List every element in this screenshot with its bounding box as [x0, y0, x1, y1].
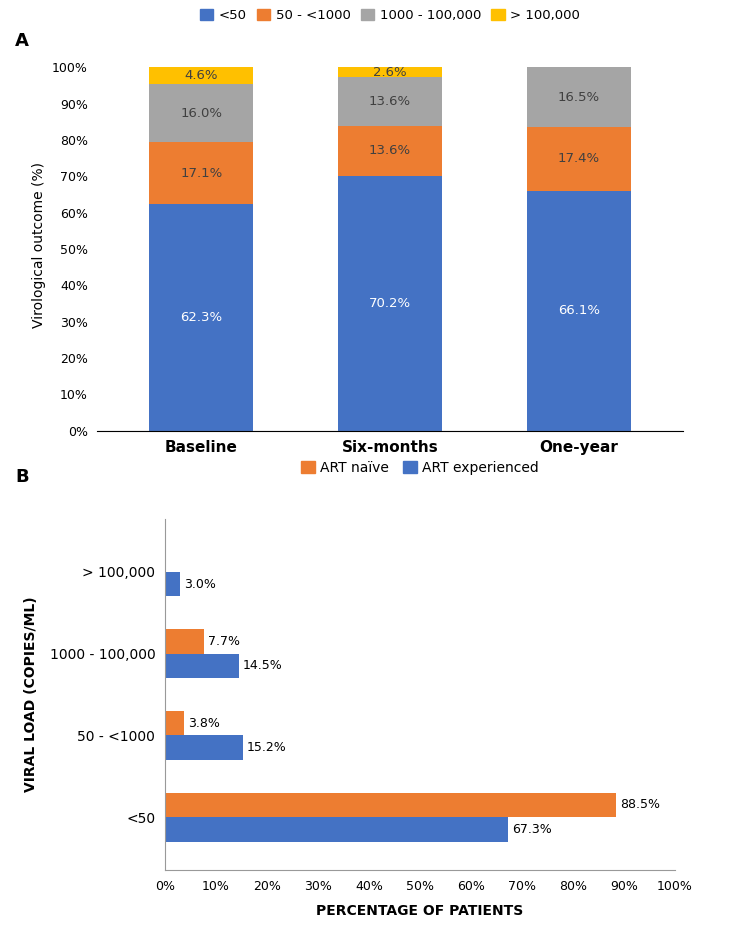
Text: B: B: [15, 468, 28, 485]
Bar: [149, 68, 254, 84]
Bar: [526, 128, 631, 191]
Text: 3.8%: 3.8%: [188, 717, 220, 730]
Text: 4.6%: 4.6%: [184, 69, 218, 82]
Text: 62.3%: 62.3%: [180, 311, 222, 324]
Legend: <50, 50 - <1000, 1000 - 100,000, > 100,000: <50, 50 - <1000, 1000 - 100,000, > 100,0…: [195, 4, 585, 28]
X-axis label: PERCENTAGE OF PATIENTS: PERCENTAGE OF PATIENTS: [316, 905, 524, 919]
Text: 16.0%: 16.0%: [180, 106, 222, 119]
Bar: [338, 176, 442, 431]
Bar: [165, 711, 184, 735]
Y-axis label: Virological outcome (%): Virological outcome (%): [32, 162, 46, 329]
Bar: [165, 818, 509, 842]
Text: 67.3%: 67.3%: [512, 823, 552, 836]
Text: 17.1%: 17.1%: [180, 167, 223, 180]
Text: 3.0%: 3.0%: [184, 578, 216, 591]
Bar: [165, 629, 204, 654]
Bar: [165, 571, 180, 596]
Y-axis label: VIRAL LOAD (COPIES/ML): VIRAL LOAD (COPIES/ML): [25, 596, 38, 793]
Text: 66.1%: 66.1%: [558, 304, 600, 317]
Text: 88.5%: 88.5%: [620, 798, 661, 811]
Text: 15.2%: 15.2%: [247, 741, 286, 754]
Bar: [149, 84, 254, 143]
Bar: [165, 654, 239, 678]
Bar: [149, 205, 254, 431]
Bar: [165, 735, 242, 760]
Text: 16.5%: 16.5%: [558, 91, 600, 104]
Text: 13.6%: 13.6%: [369, 144, 411, 157]
Text: A: A: [15, 32, 28, 50]
Legend: ART naïve, ART experienced: ART naïve, ART experienced: [296, 455, 544, 481]
Text: 7.7%: 7.7%: [209, 635, 240, 648]
Bar: [338, 77, 442, 126]
Bar: [165, 793, 616, 818]
Text: 17.4%: 17.4%: [558, 153, 600, 166]
Text: 13.6%: 13.6%: [369, 95, 411, 108]
Bar: [149, 143, 254, 205]
Text: 2.6%: 2.6%: [374, 66, 406, 79]
Text: 70.2%: 70.2%: [369, 296, 411, 309]
Bar: [526, 191, 631, 431]
Bar: [526, 68, 631, 128]
Bar: [338, 126, 442, 176]
Bar: [338, 68, 442, 77]
Text: 14.5%: 14.5%: [243, 659, 283, 672]
